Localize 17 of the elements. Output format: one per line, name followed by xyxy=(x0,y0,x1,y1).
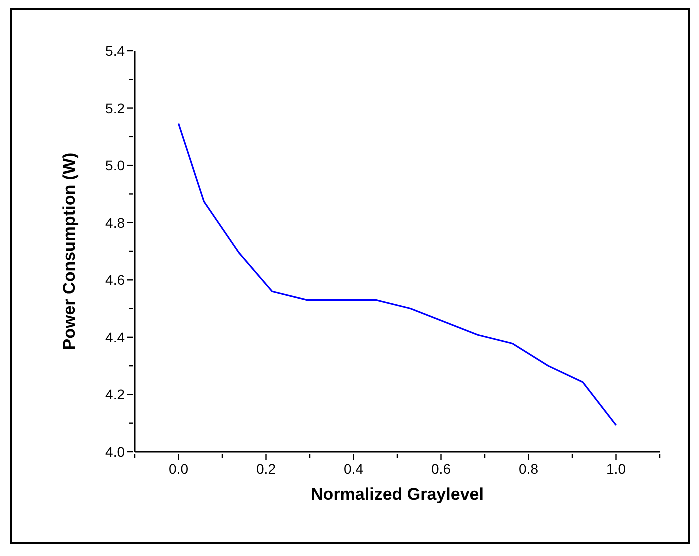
y-tick-label: 5.0 xyxy=(106,158,126,174)
x-axis-title: Normalized Graylevel xyxy=(311,485,484,504)
y-tick-label: 4.6 xyxy=(106,272,126,288)
y-tick-label: 4.4 xyxy=(106,329,126,346)
y-tick-label: 5.2 xyxy=(106,100,126,116)
y-tick-label: 5.4 xyxy=(106,43,126,59)
y-axis-title: Power Consumption (W) xyxy=(60,152,80,350)
x-tick-label: 0.4 xyxy=(344,461,364,477)
x-tick-label: 0.8 xyxy=(519,461,539,477)
y-tick-label: 4.2 xyxy=(106,386,126,403)
x-tick-label: 0.6 xyxy=(432,461,452,477)
y-tick-label: 4.0 xyxy=(106,444,126,460)
x-tick-label: 1.0 xyxy=(606,461,626,477)
x-tick-label: 0.2 xyxy=(256,461,276,477)
line-series xyxy=(178,122,618,426)
y-tick-label: 4.8 xyxy=(106,214,126,231)
x-tick-label: 0.0 xyxy=(169,461,189,477)
